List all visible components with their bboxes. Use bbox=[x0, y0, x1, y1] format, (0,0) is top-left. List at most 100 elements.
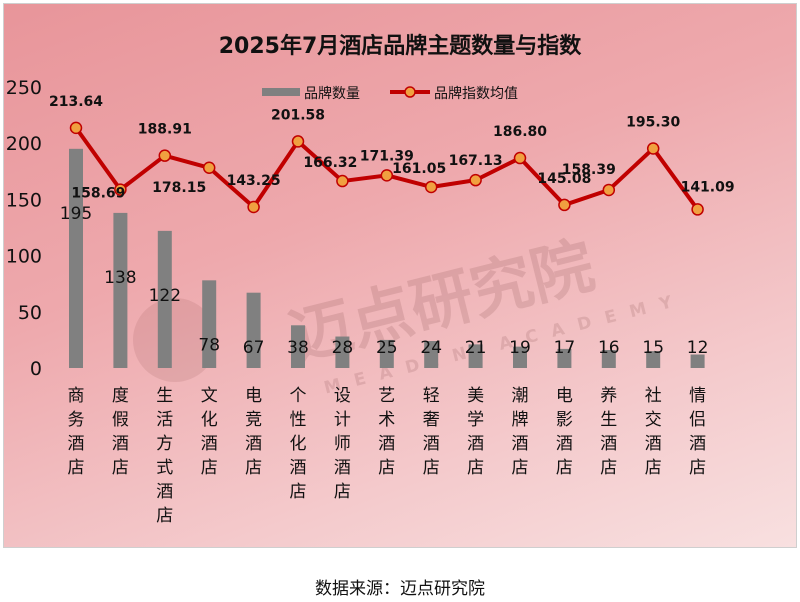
category-label: 竞 bbox=[245, 410, 262, 430]
category-label: 酒 bbox=[423, 434, 440, 454]
category-label: 设 bbox=[334, 386, 351, 406]
category-label: 店 bbox=[290, 482, 307, 502]
index-value-label: 171.39 bbox=[360, 148, 414, 164]
index-marker bbox=[380, 169, 394, 182]
legend-bar-swatch bbox=[262, 88, 300, 96]
bar bbox=[424, 341, 439, 368]
index-value-label: 166.32 bbox=[303, 155, 357, 171]
legend-bar-label: 品牌数量 bbox=[304, 85, 360, 102]
bar bbox=[513, 346, 527, 368]
category-label: 酒 bbox=[645, 434, 662, 454]
category-label: 电 bbox=[556, 386, 573, 406]
bar bbox=[646, 351, 661, 368]
category-label: 商 bbox=[68, 386, 85, 406]
index-value-label: 158.39 bbox=[562, 162, 616, 178]
bar-value-label: 38 bbox=[287, 338, 309, 358]
bar-value-label: 24 bbox=[420, 338, 442, 358]
category-label: 生 bbox=[600, 410, 617, 430]
category-label: 奢 bbox=[423, 410, 440, 430]
category-label: 情 bbox=[689, 386, 706, 406]
index-value-label: 141.09 bbox=[681, 179, 735, 195]
index-marker bbox=[602, 183, 616, 197]
category-label: 化 bbox=[290, 434, 307, 454]
category-label: 酒 bbox=[689, 434, 706, 454]
index-value-label: 145.08 bbox=[537, 171, 591, 187]
category-label: 化 bbox=[201, 410, 218, 430]
index-marker bbox=[291, 135, 305, 148]
category-label: 美 bbox=[467, 386, 484, 406]
category-label: 影 bbox=[556, 410, 573, 430]
category-label: 店 bbox=[512, 458, 529, 478]
bar bbox=[468, 344, 483, 368]
category-label: 生 bbox=[156, 386, 173, 406]
category-label: 酒 bbox=[378, 434, 395, 454]
bar-value-label: 67 bbox=[243, 338, 265, 358]
category-label: 牌 bbox=[512, 410, 529, 430]
y-tick-label: 250 bbox=[6, 77, 42, 99]
category-label: 师 bbox=[334, 434, 351, 454]
index-marker bbox=[69, 121, 83, 135]
bar-value-label: 16 bbox=[598, 338, 620, 358]
y-tick-label: 0 bbox=[30, 358, 42, 380]
index-value-label: 158.69 bbox=[71, 186, 125, 202]
bar bbox=[291, 325, 305, 368]
chart-title: 2025年7月酒店品牌主题数量与指数 bbox=[218, 34, 582, 59]
category-label: 社 bbox=[645, 386, 662, 406]
category-label: 店 bbox=[378, 458, 395, 478]
category-label: 店 bbox=[423, 458, 440, 478]
category-label: 性 bbox=[290, 410, 307, 430]
category-label: 交 bbox=[645, 410, 662, 430]
index-marker bbox=[469, 173, 482, 187]
category-label: 店 bbox=[689, 458, 706, 478]
category-label: 酒 bbox=[245, 434, 262, 454]
category-label: 术 bbox=[378, 410, 395, 430]
category-label: 文 bbox=[201, 386, 218, 406]
index-marker bbox=[513, 151, 527, 165]
bar bbox=[157, 230, 172, 368]
bar bbox=[690, 354, 705, 368]
index-value-label: 201.58 bbox=[271, 107, 325, 123]
bar-value-label: 19 bbox=[509, 338, 531, 358]
index-value-label: 167.13 bbox=[449, 153, 503, 169]
bar bbox=[335, 336, 350, 368]
bar-value-label: 17 bbox=[554, 338, 576, 358]
bar-value-label: 25 bbox=[376, 338, 398, 358]
index-marker bbox=[424, 180, 438, 194]
category-label: 店 bbox=[201, 458, 218, 478]
category-label: 店 bbox=[112, 458, 129, 478]
index-marker bbox=[202, 161, 216, 175]
category-label: 店 bbox=[556, 458, 573, 478]
category-label: 计 bbox=[334, 410, 351, 430]
category-label: 店 bbox=[467, 458, 484, 478]
category-label: 店 bbox=[600, 458, 617, 478]
bar-value-label: 122 bbox=[149, 286, 181, 306]
bar-value-label: 15 bbox=[642, 338, 664, 358]
category-label: 艺 bbox=[378, 386, 395, 406]
category-label: 酒 bbox=[334, 458, 351, 478]
bar bbox=[113, 212, 128, 368]
category-label: 酒 bbox=[112, 434, 129, 454]
y-tick-label: 150 bbox=[6, 189, 42, 211]
category-label: 养 bbox=[600, 386, 617, 406]
bar bbox=[246, 292, 261, 368]
bar bbox=[379, 339, 394, 368]
index-marker bbox=[646, 142, 660, 155]
legend-line-marker bbox=[404, 86, 416, 98]
y-tick-label: 100 bbox=[6, 246, 42, 268]
index-marker bbox=[114, 183, 127, 196]
index-value-label: 195.30 bbox=[626, 114, 680, 130]
category-label: 店 bbox=[645, 458, 662, 478]
index-marker bbox=[158, 149, 172, 162]
source-footer: 数据来源：迈点研究院 bbox=[315, 579, 485, 599]
category-label: 学 bbox=[467, 410, 484, 430]
category-label: 酒 bbox=[68, 434, 85, 454]
category-label: 式 bbox=[156, 458, 173, 478]
index-value-label: 213.64 bbox=[49, 94, 103, 110]
category-label: 方 bbox=[156, 434, 173, 454]
category-label: 店 bbox=[334, 482, 351, 502]
bar-value-label: 12 bbox=[687, 338, 709, 358]
category-label: 酒 bbox=[467, 434, 484, 454]
category-label: 轻 bbox=[423, 386, 440, 406]
